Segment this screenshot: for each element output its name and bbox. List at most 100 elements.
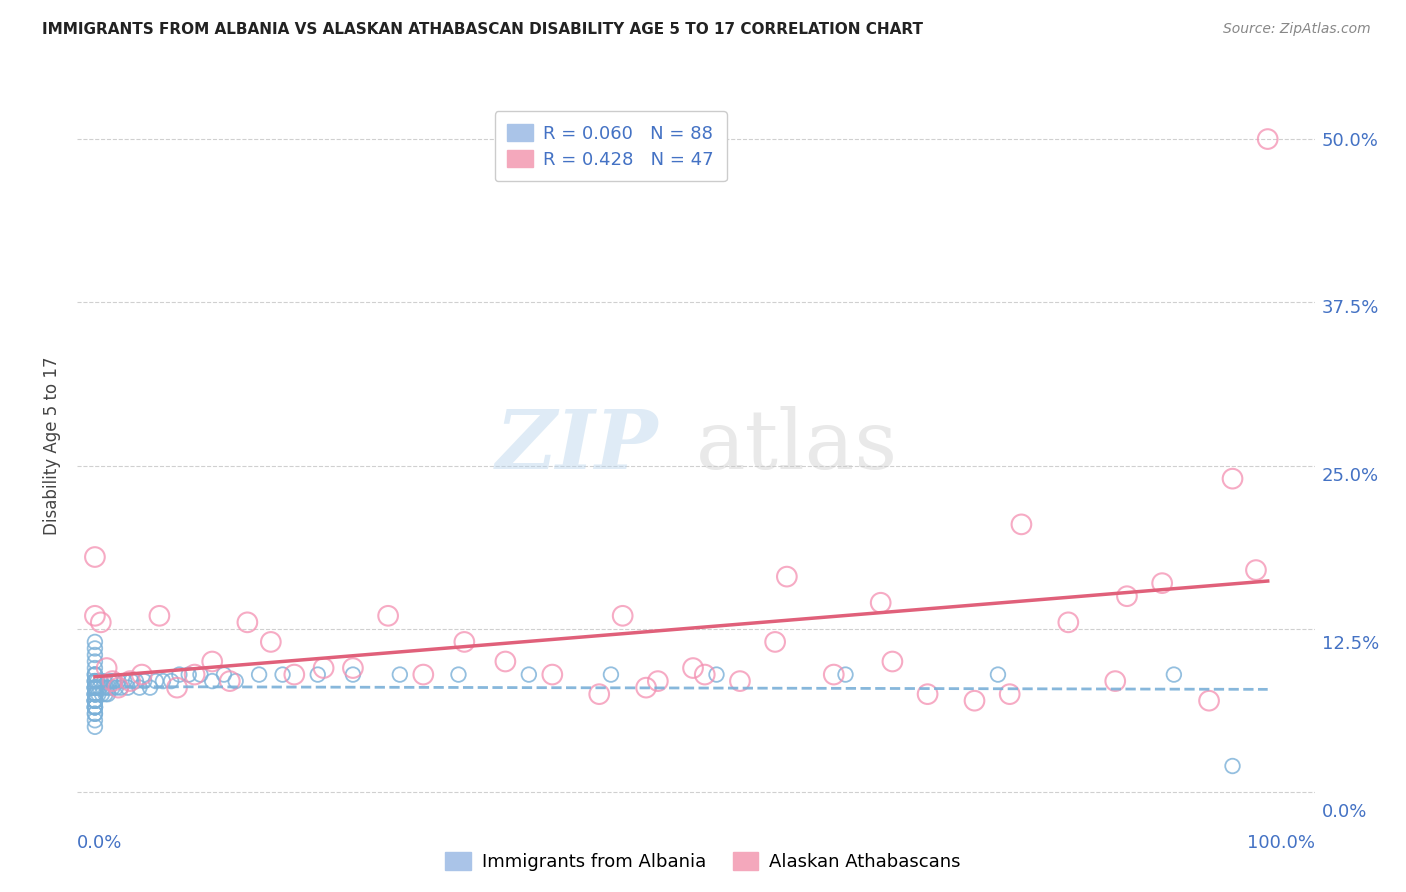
Point — [84, 655, 107, 669]
Point — [84, 694, 107, 708]
Point — [1104, 674, 1126, 689]
Point — [541, 667, 564, 681]
Point — [94, 687, 117, 701]
Point — [177, 667, 200, 681]
Point — [1198, 694, 1220, 708]
Point — [98, 674, 121, 689]
Point — [84, 687, 107, 701]
Point — [96, 681, 118, 695]
Point — [97, 687, 120, 701]
Point — [107, 681, 129, 695]
Point — [236, 615, 259, 630]
Text: 25.0%: 25.0% — [1322, 467, 1379, 485]
Point — [89, 681, 111, 695]
Point — [84, 648, 107, 662]
Point — [101, 681, 124, 695]
Point — [706, 667, 728, 681]
Point — [823, 667, 845, 681]
Point — [84, 687, 107, 701]
Point — [1163, 667, 1185, 681]
Point — [388, 667, 411, 681]
Legend: Immigrants from Albania, Alaskan Athabascans: Immigrants from Albania, Alaskan Athabas… — [439, 846, 967, 879]
Point — [84, 694, 107, 708]
Point — [84, 549, 107, 564]
Text: 100.0%: 100.0% — [1247, 834, 1315, 852]
Point — [612, 608, 634, 623]
Point — [91, 681, 114, 695]
Point — [1152, 576, 1174, 591]
Point — [84, 674, 107, 689]
Point — [84, 714, 107, 728]
Point — [120, 674, 142, 689]
Point — [84, 681, 107, 695]
Point — [190, 667, 212, 681]
Point — [84, 681, 107, 695]
Point — [139, 681, 162, 695]
Point — [90, 674, 112, 689]
Point — [84, 635, 107, 649]
Point — [84, 706, 107, 721]
Point — [84, 694, 107, 708]
Point — [101, 674, 124, 689]
Point — [86, 681, 108, 695]
Point — [776, 569, 799, 583]
Point — [84, 674, 107, 689]
Point — [998, 687, 1021, 701]
Point — [342, 661, 364, 675]
Point — [517, 667, 540, 681]
Point — [84, 720, 107, 734]
Point — [117, 681, 139, 695]
Point — [225, 674, 247, 689]
Point — [600, 667, 623, 681]
Point — [447, 667, 470, 681]
Point — [84, 661, 107, 675]
Point — [84, 687, 107, 701]
Point — [84, 681, 107, 695]
Point — [84, 700, 107, 714]
Point — [201, 674, 224, 689]
Point — [869, 596, 891, 610]
Point — [120, 674, 142, 689]
Point — [125, 674, 148, 689]
Point — [312, 661, 335, 675]
Point — [87, 687, 110, 701]
Point — [412, 667, 434, 681]
Point — [1222, 472, 1244, 486]
Point — [588, 687, 610, 701]
Point — [84, 674, 107, 689]
Point — [84, 700, 107, 714]
Point — [647, 674, 669, 689]
Point — [84, 674, 107, 689]
Point — [91, 687, 114, 701]
Text: 0.0%: 0.0% — [77, 834, 122, 852]
Point — [1222, 759, 1244, 773]
Point — [218, 674, 240, 689]
Text: Source: ZipAtlas.com: Source: ZipAtlas.com — [1223, 22, 1371, 37]
Point — [212, 667, 235, 681]
Point — [145, 674, 167, 689]
Point — [152, 674, 174, 689]
Point — [1116, 589, 1139, 603]
Point — [86, 674, 108, 689]
Point — [134, 674, 156, 689]
Point — [105, 681, 128, 695]
Point — [1244, 563, 1267, 577]
Text: IMMIGRANTS FROM ALBANIA VS ALASKAN ATHABASCAN DISABILITY AGE 5 TO 17 CORRELATION: IMMIGRANTS FROM ALBANIA VS ALASKAN ATHAB… — [42, 22, 924, 37]
Point — [682, 661, 704, 675]
Point — [693, 667, 716, 681]
Point — [160, 674, 183, 689]
Point — [636, 681, 658, 695]
Point — [1057, 615, 1080, 630]
Point — [84, 706, 107, 721]
Point — [1010, 517, 1032, 532]
Point — [84, 687, 107, 701]
Point — [84, 667, 107, 681]
Point — [963, 694, 986, 708]
Point — [917, 687, 939, 701]
Point — [834, 667, 856, 681]
Point — [728, 674, 751, 689]
Point — [377, 608, 399, 623]
Point — [84, 687, 107, 701]
Point — [98, 681, 121, 695]
Point — [110, 681, 132, 695]
